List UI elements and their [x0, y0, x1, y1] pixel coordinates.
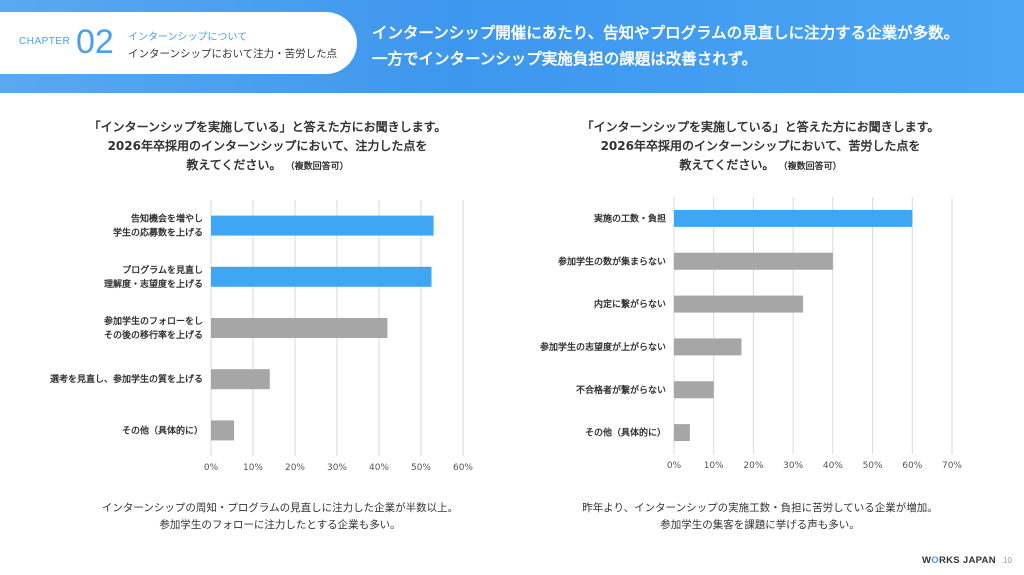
left-question-note: （複数回答可） [285, 162, 349, 172]
bar [674, 381, 714, 399]
x-tick-label: 10% [704, 461, 724, 471]
left-caption: インターンシップの周知・プログラムの見直しに注力した企業が半数以上。 参加学生の… [40, 500, 520, 534]
logo-rest: RKS JAPAN [938, 555, 996, 566]
right-question-line-3: 教えてください。 （複数回答可） [533, 156, 988, 177]
category-label: 実施の工数・負担 [594, 212, 666, 224]
headline: インターンシップ開催にあたり、告知やプログラムの見直しに注力する企業が多数。 一… [372, 20, 1022, 72]
category-label: 理解度・志望度を上げる [104, 278, 203, 290]
x-tick-label: 40% [823, 461, 843, 471]
bar [211, 318, 388, 338]
left-question: 「インターンシップを実施している」と答えた方にお聞きします。 2026年卒採用の… [40, 118, 495, 177]
x-tick-label: 40% [369, 463, 389, 473]
right-caption: 昨年より、インターンシップの実施工数・負担に苦労している企業が増加。 参加学生の… [520, 500, 1000, 534]
x-tick-label: 0% [667, 461, 682, 471]
headline-line-1: インターンシップ開催にあたり、告知やプログラムの見直しに注力する企業が多数。 [372, 24, 960, 42]
x-tick-label: 50% [411, 463, 431, 473]
bar [211, 266, 432, 287]
left-question-line-3: 教えてください。 （複数回答可） [40, 156, 495, 177]
bar [674, 338, 742, 356]
logo-letter-o: O [931, 555, 939, 566]
category-label: その後の移行率を上げる [104, 329, 203, 341]
right-question-line-3-text: 教えてください。 [679, 158, 775, 172]
category-label: 告知機会を増やし [131, 213, 203, 225]
x-tick-label: 20% [743, 461, 763, 471]
x-tick-label: 70% [942, 461, 962, 471]
category-label: 学生の応募数を上げる [113, 227, 203, 239]
right-question-note: （複数回答可） [778, 162, 842, 172]
x-tick-label: 60% [902, 461, 922, 471]
category-label: 内定に繋がらない [594, 298, 666, 310]
bar [674, 424, 690, 442]
x-tick-label: 30% [783, 461, 803, 471]
bar [674, 252, 833, 270]
bar [211, 369, 270, 390]
bar [211, 420, 235, 441]
left-question-line-2: 2026年卒採用のインターンシップにおいて、注力した点を [107, 139, 428, 153]
right-caption-line-1: 昨年より、インターンシップの実施工数・負担に苦労している企業が増加。 [582, 502, 938, 514]
bar [211, 215, 434, 236]
category-label: 参加学生の志望度が上がらない [540, 341, 666, 353]
left-question-line-1: 「インターンシップを実施している」と答えた方にお聞きします。 [88, 120, 447, 134]
logo-letter-w: W [922, 555, 932, 566]
headline-line-2: 一方でインターンシップ実施負担の課題は改善されず。 [372, 50, 758, 68]
chapter-label: CHAPTER [19, 36, 71, 47]
page-number: 10 [1003, 556, 1012, 565]
right-caption-line-2: 参加学生の集客を課題に挙げる声も多い。 [660, 519, 860, 531]
x-tick-label: 30% [327, 463, 347, 473]
x-tick-label: 50% [863, 461, 883, 471]
right-question-line-2: 2026年卒採用のインターンシップにおいて、苦労した点を [600, 139, 921, 153]
x-tick-label: 60% [453, 463, 473, 473]
x-tick-label: 10% [243, 463, 263, 473]
category-label: プログラムを見直し [122, 264, 203, 276]
chapter-title: インターンシップにおいて注力・苦労した点 [128, 48, 338, 60]
bar [674, 209, 913, 227]
x-tick-label: 20% [285, 463, 305, 473]
bar [674, 295, 804, 313]
works-japan-logo: WORKS JAPAN [922, 555, 996, 566]
chapter-pill [0, 12, 357, 74]
left-caption-line-1: インターンシップの周知・プログラムの見直しに注力した企業が半数以上。 [101, 502, 459, 514]
category-label: 不合格者が繋がらない [576, 384, 666, 396]
category-label: 参加学生のフォローをし [104, 315, 203, 327]
right-question-line-1: 「インターンシップを実施している」と答えた方にお聞きします。 [581, 120, 940, 134]
x-tick-label: 0% [204, 463, 219, 473]
category-label: 選考を見直し、参加学生の質を上げる [50, 373, 203, 385]
right-question: 「インターンシップを実施している」と答えた方にお聞きします。 2026年卒採用の… [533, 118, 988, 177]
category-label: 参加学生の数が集まらない [558, 255, 666, 267]
category-label: その他（具体的に） [122, 424, 203, 436]
category-label: その他（具体的に） [585, 427, 666, 439]
chapter-number: 02 [76, 23, 114, 61]
left-question-line-3-text: 教えてください。 [186, 158, 282, 172]
chapter-subtitle: インターンシップについて [128, 32, 248, 43]
left-caption-line-2: 参加学生のフォローに注力したとする企業も多い。 [159, 519, 401, 531]
